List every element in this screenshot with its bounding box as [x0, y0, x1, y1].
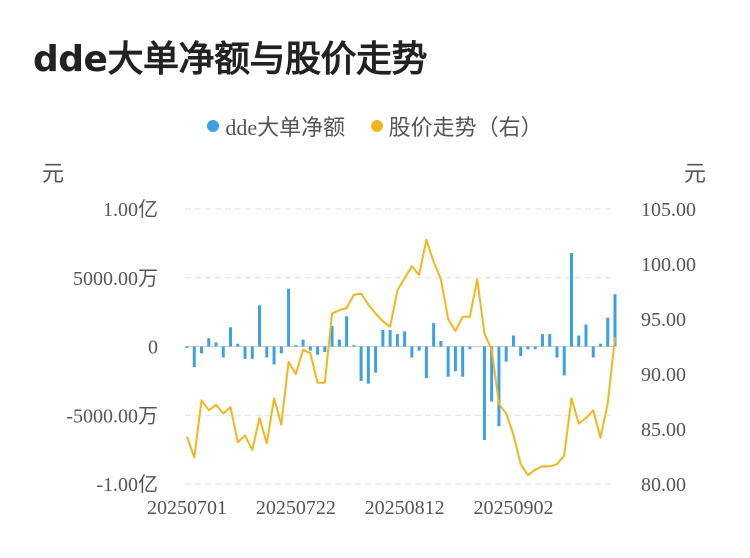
legend-label-price: 股价走势（右）	[388, 115, 543, 140]
dde-bar	[330, 325, 334, 347]
dde-bar	[294, 345, 298, 347]
dde-bar	[533, 346, 537, 350]
dde-bar	[374, 346, 378, 373]
dde-bar	[461, 346, 465, 377]
dde-bar	[352, 345, 356, 347]
dde-bar	[577, 335, 581, 347]
dde-bar	[468, 346, 472, 350]
dde-bar	[192, 346, 196, 368]
x-tick-label: 20250722	[256, 497, 336, 519]
legend-dot-dde	[207, 120, 220, 132]
y-right-tick-label: 105.00	[641, 199, 696, 221]
dde-bar	[207, 338, 211, 347]
dde-bar	[453, 346, 457, 372]
dde-bar	[185, 346, 189, 348]
dde-bar	[410, 346, 414, 358]
right-axis-unit: 元	[684, 161, 707, 186]
chart-legend: dde大单净额 股价走势（右）	[0, 110, 750, 142]
dde-bar	[243, 346, 247, 359]
legend-item-dde[interactable]: dde大单净额	[207, 110, 345, 142]
dde-bar	[359, 346, 363, 381]
dde-bar	[250, 346, 254, 359]
dde-bar	[221, 346, 225, 358]
dde-bar	[236, 343, 240, 347]
y-left-tick-label: -5000.00万	[66, 405, 158, 427]
dde-bar	[229, 327, 233, 347]
x-tick-label: 20250812	[365, 497, 445, 519]
dde-bar	[258, 305, 262, 347]
dde-bar	[540, 334, 544, 347]
dde-bar	[308, 346, 312, 351]
y-right-tick-label: 90.00	[641, 364, 686, 386]
legend-item-price[interactable]: 股价走势（右）	[370, 110, 543, 142]
chart-title: dde大单净额与股价走势	[33, 39, 427, 80]
dde-bar	[584, 324, 588, 347]
y-right-tick-label: 95.00	[641, 309, 686, 331]
legend-dot-price	[370, 120, 383, 132]
dde-bar	[439, 341, 443, 347]
dde-bar	[432, 323, 436, 347]
x-tick-label: 20250701	[147, 497, 227, 519]
dde-bar	[366, 346, 370, 384]
left-axis-unit: 元	[42, 161, 65, 186]
dde-bar	[519, 346, 523, 357]
dde-bar	[388, 330, 392, 347]
dde-bar	[511, 335, 515, 347]
dde-bar	[606, 317, 610, 347]
dde-bar	[424, 346, 428, 379]
y-right-tick-label: 85.00	[641, 419, 686, 441]
dde-bar	[591, 346, 595, 358]
dde-bar	[265, 346, 269, 358]
dde-bar	[497, 346, 501, 427]
dde-bar	[562, 346, 566, 376]
dde-bar	[381, 330, 385, 347]
dde-bar	[613, 294, 617, 347]
y-left-tick-label: -1.00亿	[96, 473, 158, 496]
y-left-tick-label: 1.00亿	[103, 198, 158, 221]
dde-bar	[337, 339, 341, 347]
dde-bar	[279, 346, 283, 354]
y-right-tick-label: 80.00	[641, 474, 686, 496]
dde-bar	[403, 331, 407, 347]
dde-bar	[287, 288, 291, 347]
dde-bar	[598, 343, 602, 347]
dde-bar	[446, 346, 450, 377]
y-right-tick-label: 100.00	[641, 254, 696, 276]
price-line	[186, 238, 616, 477]
dde-bar	[200, 346, 204, 354]
y-left-tick-label: 0	[148, 337, 158, 359]
legend-label-dde: dde大单净额	[225, 115, 346, 140]
dde-bar	[395, 334, 399, 347]
dde-bar	[548, 334, 552, 347]
dde-bar	[569, 253, 573, 347]
dde-bar	[214, 342, 218, 347]
dde-bar	[555, 346, 559, 358]
dde-bar	[323, 346, 327, 352]
dde-bar	[526, 346, 530, 350]
dde-bar	[345, 316, 349, 347]
dde-bar	[490, 346, 494, 402]
x-tick-label: 20250902	[473, 497, 553, 519]
dde-bar	[482, 346, 486, 440]
dde-bar	[272, 346, 276, 365]
y-left-tick-label: 5000.00万	[73, 268, 158, 290]
dde-bar	[417, 346, 421, 351]
dde-bar	[316, 346, 320, 355]
dde-bar	[301, 339, 305, 347]
dde-bar	[504, 346, 508, 362]
